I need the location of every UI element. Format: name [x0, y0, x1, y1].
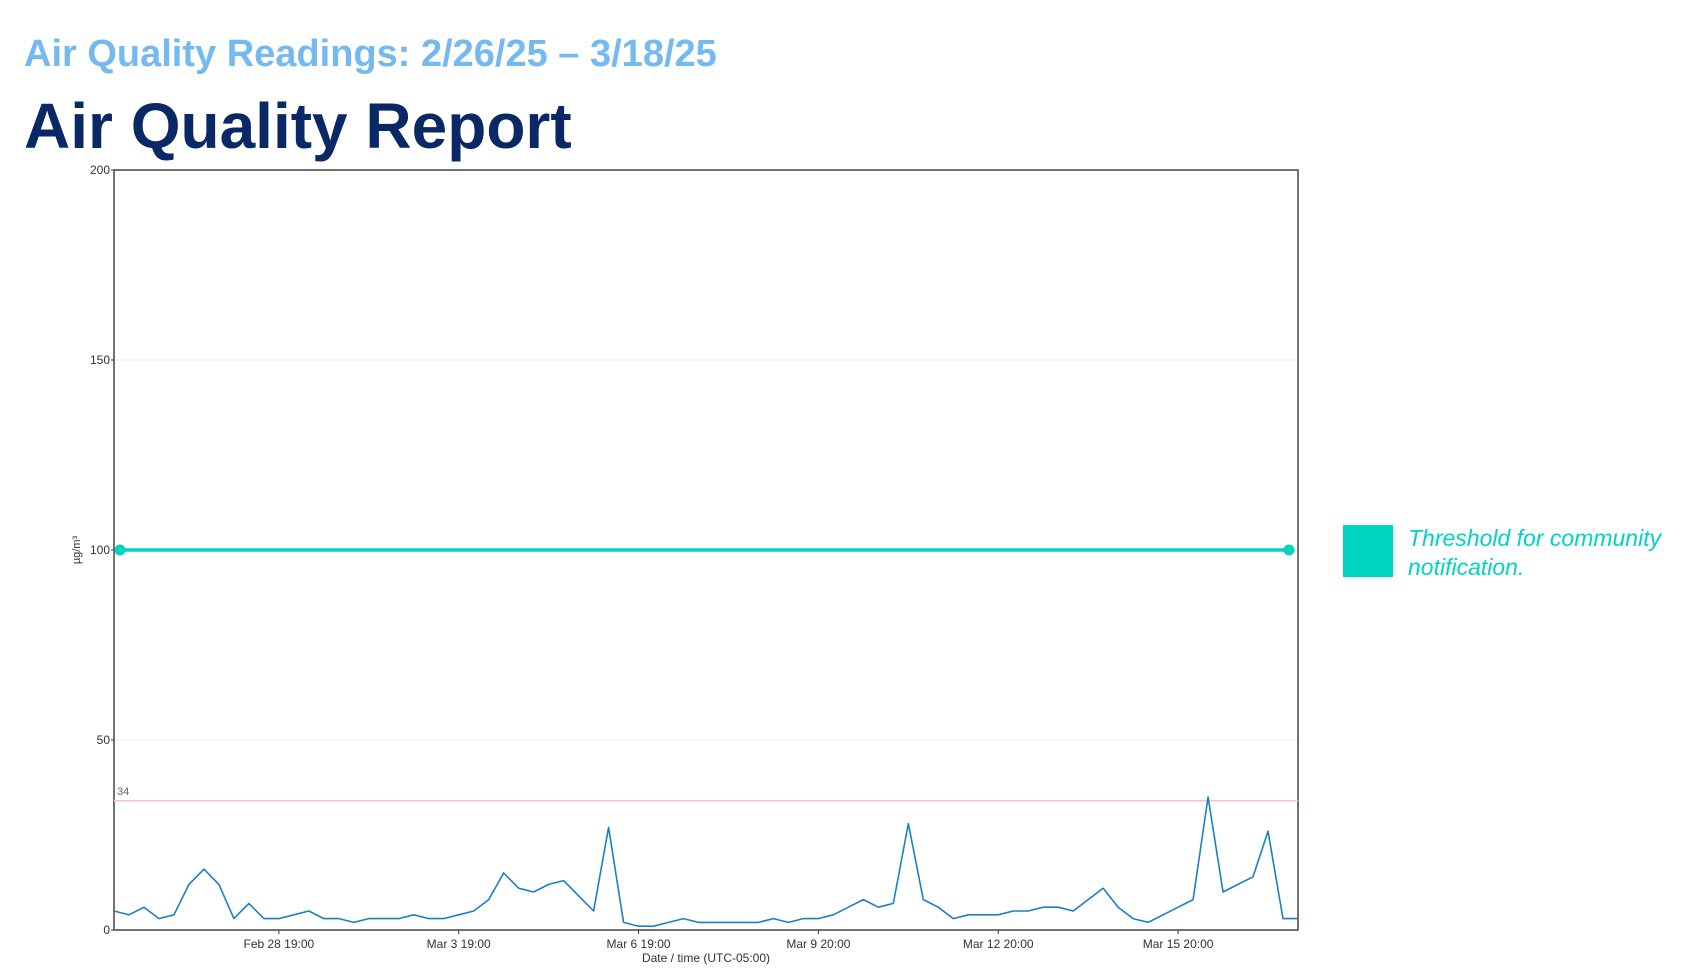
legend-label: Threshold for community notification. — [1408, 525, 1662, 580]
plot-frame — [113, 169, 1299, 931]
subtitle: Air Quality Readings: 2/26/25 – 3/18/25 — [24, 33, 717, 75]
x-tick-label: Feb 28 19:00 — [243, 937, 314, 951]
reference-label: 34 — [117, 786, 129, 798]
legend-swatch — [1343, 525, 1393, 577]
x-tick-label: Mar 12 20:00 — [963, 937, 1034, 951]
x-tick-label: Mar 6 19:00 — [607, 937, 671, 951]
threshold-marker — [114, 544, 126, 556]
data-line — [113, 796, 1298, 928]
x-tick-label: Mar 15 20:00 — [1143, 937, 1214, 951]
y-tick-label: 50 — [97, 733, 111, 747]
y-tick-label: 100 — [90, 543, 110, 557]
x-tick-label: Mar 3 19:00 — [427, 937, 491, 951]
chart-title: Air Quality Report — [24, 90, 572, 162]
x-tick-label: Mar 9 20:00 — [786, 937, 850, 951]
y-tick-label: 0 — [103, 923, 110, 937]
x-axis-label: Date / time (UTC-05:00) — [642, 951, 770, 965]
y-tick-label: 200 — [90, 163, 110, 177]
threshold-marker — [1283, 544, 1295, 556]
y-axis-label: µg/m³ — [71, 535, 83, 564]
y-tick-label: 150 — [90, 353, 110, 367]
